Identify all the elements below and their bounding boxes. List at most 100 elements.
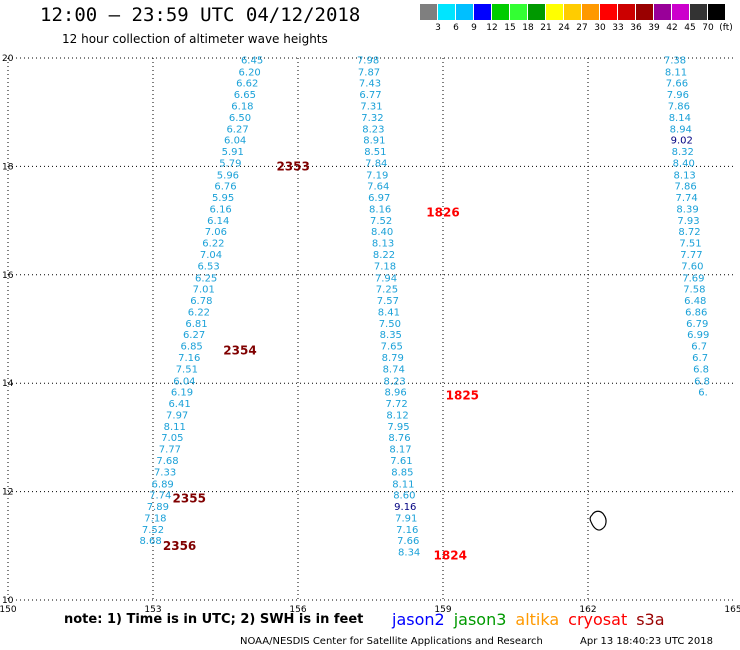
wave-height-value: 6.45 bbox=[241, 55, 263, 66]
color-scale-label: 30 bbox=[594, 23, 606, 33]
wave-height-value: 8.23 bbox=[362, 124, 384, 135]
pass-time-label: 2353 bbox=[276, 159, 309, 173]
wave-height-value: 6.41 bbox=[168, 399, 190, 410]
color-scale-label: 3 bbox=[435, 23, 441, 33]
wave-height-value: 5.79 bbox=[219, 158, 241, 169]
color-swatch bbox=[546, 4, 564, 20]
wave-height-value: 6.27 bbox=[183, 330, 205, 341]
footer-organization: NOAA/NESDIS Center for Satellite Applica… bbox=[240, 636, 543, 647]
wave-height-value: 8.11 bbox=[665, 67, 687, 78]
wave-height-value: 8.96 bbox=[385, 388, 407, 399]
wave-height-value: 7.19 bbox=[366, 170, 388, 181]
color-scale-label: 45 bbox=[684, 23, 696, 33]
color-swatch bbox=[564, 4, 582, 20]
wave-height-value: 7.06 bbox=[205, 227, 227, 238]
wave-height-value: 8.72 bbox=[678, 227, 700, 238]
wave-height-value: 5.96 bbox=[217, 170, 239, 181]
color-scale-label: (ft) bbox=[719, 23, 733, 33]
color-scale-label: 15 bbox=[504, 23, 516, 33]
wave-height-value: 8.40 bbox=[371, 227, 393, 238]
wave-height-value: 7.66 bbox=[666, 79, 688, 90]
wave-height-value: 7.66 bbox=[397, 536, 419, 547]
wave-height-value: 6.65 bbox=[234, 90, 256, 101]
wave-height-value: 8.41 bbox=[378, 307, 400, 318]
wave-height-value: 8.13 bbox=[372, 239, 394, 250]
wave-height-value: 7.74 bbox=[675, 193, 697, 204]
wave-height-value: 6.50 bbox=[229, 113, 251, 124]
legend-item-altika: altika bbox=[515, 610, 560, 629]
wave-height-value: 6. bbox=[698, 388, 708, 399]
wave-height-value: 7.72 bbox=[385, 399, 407, 410]
legend-item-s3a: s3a bbox=[636, 610, 665, 629]
footer-timestamp: Apr 13 18:40:23 UTC 2018 bbox=[580, 636, 713, 647]
legend-item-jason2: jason2 bbox=[392, 610, 445, 629]
wave-height-value: 7.57 bbox=[377, 296, 399, 307]
wave-height-value: 6.04 bbox=[173, 376, 195, 387]
wave-height-value: 8.74 bbox=[383, 364, 405, 375]
color-scale-label: 12 bbox=[486, 23, 498, 33]
wave-height-value: 7.64 bbox=[367, 182, 389, 193]
legend-item-cryosat: cryosat bbox=[568, 610, 628, 629]
wave-height-value: 9.16 bbox=[394, 502, 416, 513]
wave-height-value: 5.95 bbox=[212, 193, 234, 204]
wave-height-value: 7.18 bbox=[144, 513, 166, 524]
satellite-legend: jason2 jason3 altika cryosat s3a bbox=[392, 610, 674, 629]
wave-height-value: 8.13 bbox=[674, 170, 696, 181]
wave-height-value: 6.81 bbox=[185, 319, 207, 330]
wave-height-value: 7.65 bbox=[381, 342, 403, 353]
color-swatch bbox=[690, 4, 708, 20]
wave-height-value: 7.16 bbox=[178, 353, 200, 364]
wave-height-value: 7.74 bbox=[149, 491, 171, 502]
wave-height-value: 8.51 bbox=[364, 147, 386, 158]
wave-height-value: 7.98 bbox=[357, 55, 379, 66]
wave-height-value: 6.19 bbox=[171, 388, 193, 399]
wave-height-value: 7.86 bbox=[675, 182, 697, 193]
x-tick-label: 162 bbox=[579, 605, 596, 615]
color-scale-label: 24 bbox=[558, 23, 570, 33]
wave-height-value: 7.52 bbox=[370, 216, 392, 227]
wave-height-value: 7.77 bbox=[680, 250, 702, 261]
wave-height-value: 7.32 bbox=[361, 113, 383, 124]
wave-height-value: 7.52 bbox=[142, 525, 164, 536]
wave-height-value: 8.85 bbox=[391, 467, 413, 478]
pass-time-label: 2355 bbox=[173, 492, 206, 506]
x-tick-label: 156 bbox=[289, 605, 306, 615]
wave-height-value: 7.33 bbox=[154, 467, 176, 478]
wave-height-value: 7.91 bbox=[395, 513, 417, 524]
color-swatch bbox=[528, 4, 546, 20]
color-scale-label: 6 bbox=[453, 23, 459, 33]
color-swatch bbox=[618, 4, 636, 20]
wave-height-value: 6.97 bbox=[368, 193, 390, 204]
wave-height-value: 7.58 bbox=[683, 285, 705, 296]
wave-height-value: 6.76 bbox=[214, 182, 236, 193]
map-grid bbox=[7, 57, 733, 601]
wave-height-value: 6.7 bbox=[692, 353, 708, 364]
wave-height-value: 6.27 bbox=[226, 124, 248, 135]
wave-height-value: 6.14 bbox=[207, 216, 229, 227]
color-scale-label: 42 bbox=[666, 23, 678, 33]
wave-height-value: 6.8 bbox=[694, 376, 710, 387]
wave-height-value: 6.86 bbox=[685, 307, 707, 318]
wave-height-value: 6.8 bbox=[693, 364, 709, 375]
wave-height-value: 7.86 bbox=[668, 101, 690, 112]
time-labels: 23532354235523561826182518241853 bbox=[163, 159, 479, 562]
wave-height-value: 8.39 bbox=[676, 204, 698, 215]
wave-height-value: 8.68 bbox=[139, 536, 161, 547]
wave-height-value: 7.18 bbox=[374, 261, 396, 272]
wave-height-value: 7.84 bbox=[365, 158, 387, 169]
chart-subtitle: 12 hour collection of altimeter wave hei… bbox=[62, 32, 328, 46]
data-marks: 6.456.206.626.656.186.506.276.045.915.79… bbox=[139, 55, 710, 558]
x-tick-label: 153 bbox=[144, 605, 161, 615]
wave-height-value: 7.61 bbox=[390, 456, 412, 467]
color-scale-label: 33 bbox=[612, 23, 624, 33]
wave-height-value: 6.04 bbox=[224, 136, 246, 147]
wave-height-value: 8.79 bbox=[382, 353, 404, 364]
wave-height-value: 7.95 bbox=[387, 422, 409, 433]
legend-item-jason3: jason3 bbox=[453, 610, 507, 629]
wave-height-value: 7.05 bbox=[161, 433, 183, 444]
wave-height-value: 8.11 bbox=[164, 422, 186, 433]
pass-time-label: 1825 bbox=[446, 389, 479, 403]
color-scale-label: 21 bbox=[540, 23, 552, 33]
wave-height-value: 8.14 bbox=[669, 113, 691, 124]
